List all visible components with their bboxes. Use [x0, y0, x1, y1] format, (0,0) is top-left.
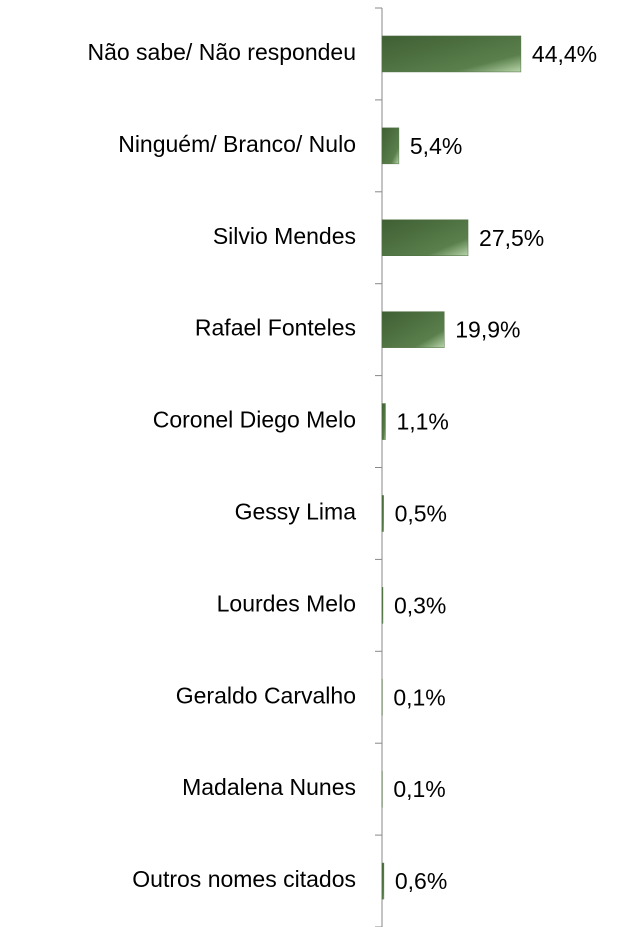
bar — [381, 127, 400, 165]
y-tick-label: Outros nomes citados — [132, 866, 356, 892]
y-tick-label: Lourdes Melo — [217, 590, 356, 616]
y-tick-label: Coronel Diego Melo — [153, 407, 356, 433]
y-tick-label: Não sabe/ Não respondeu — [87, 39, 356, 65]
bar — [381, 311, 445, 348]
y-tick-label: Silvio Mendes — [213, 223, 356, 249]
bar — [381, 219, 469, 256]
bar — [381, 587, 384, 624]
data-label: 5,4% — [410, 133, 462, 159]
data-label: 1,1% — [396, 409, 448, 435]
bar — [381, 495, 384, 532]
y-tick-label: Madalena Nunes — [182, 774, 356, 800]
data-label: 19,9% — [455, 317, 520, 343]
data-label: 0,1% — [393, 776, 445, 802]
bar — [381, 35, 522, 73]
data-label: 0,6% — [395, 868, 447, 894]
y-tick-label: Geraldo Carvalho — [176, 682, 356, 708]
y-tick-label: Rafael Fonteles — [195, 315, 356, 341]
bar — [381, 403, 386, 440]
y-tick-label: Ninguém/ Branco/ Nulo — [118, 131, 356, 157]
bar — [381, 862, 385, 900]
y-tick-label: Gessy Lima — [235, 499, 357, 525]
data-label: 0,5% — [395, 501, 447, 527]
data-label: 0,1% — [393, 684, 445, 710]
data-label: 44,4% — [532, 41, 597, 67]
data-label: 27,5% — [479, 225, 544, 251]
data-label: 0,3% — [394, 592, 446, 618]
